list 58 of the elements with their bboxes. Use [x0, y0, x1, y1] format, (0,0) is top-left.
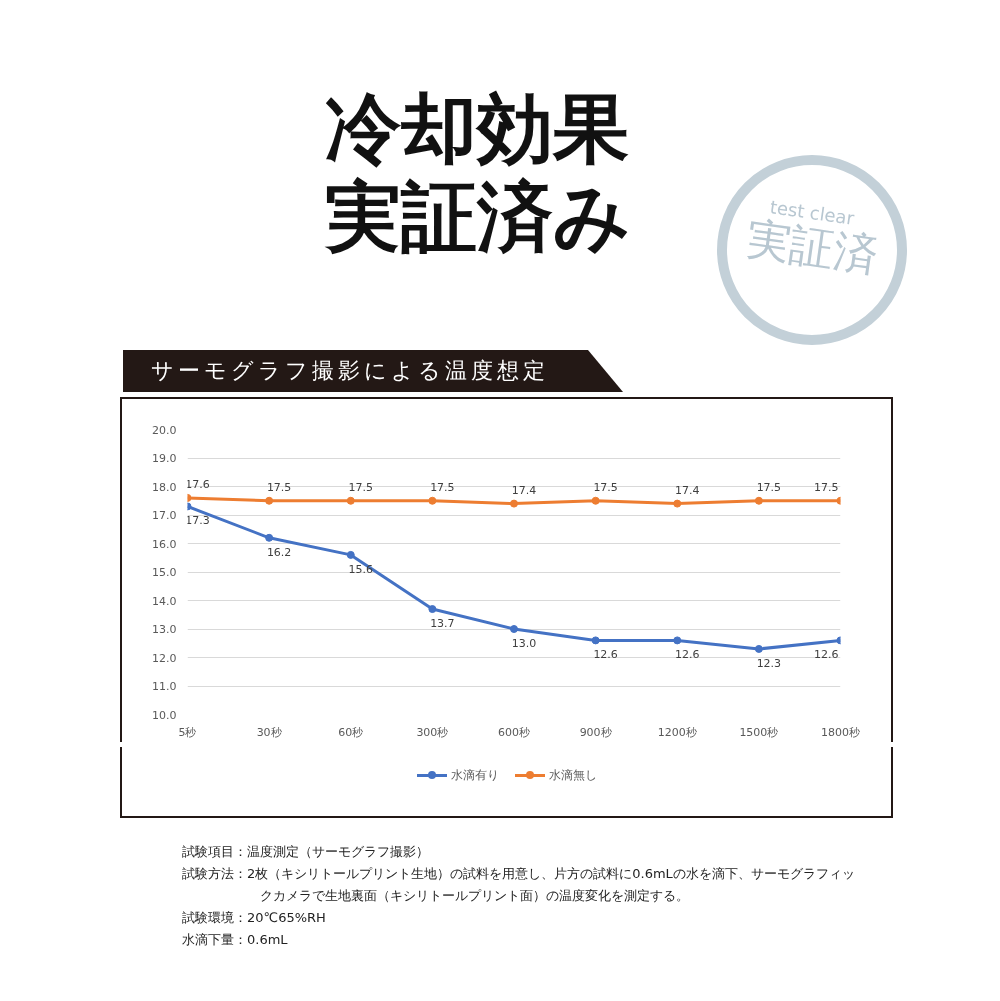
data-label: 16.2 — [266, 545, 292, 559]
point — [265, 533, 274, 542]
point — [265, 496, 274, 505]
point — [673, 499, 682, 508]
point — [346, 496, 355, 505]
y-tick-label: 20.0 — [152, 423, 177, 437]
y-tick-label: 17.0 — [152, 509, 177, 522]
data-label: 17.5 — [430, 480, 455, 494]
text: 試験項目：温度測定（サーモグラフ撮影） — [182, 843, 430, 861]
data-label: 17.5 — [266, 480, 292, 494]
x-tick-label: 300秒 — [416, 725, 449, 739]
data-label: 15.6 — [348, 562, 373, 576]
y-tick-label: 12.0 — [152, 651, 177, 665]
chart-subtitle: サーモグラフ撮影による温度想定 — [123, 350, 623, 392]
text: 試験環境：20℃65%RH — [182, 909, 327, 927]
point — [428, 605, 437, 614]
data-label: 13.0 — [511, 637, 537, 650]
x-tick-label: 1200秒 — [657, 725, 697, 739]
y-tick-label: 11.0 — [152, 680, 177, 693]
x-tick-label: 5秒 — [178, 725, 197, 739]
x-tick-label: 1800秒 — [821, 725, 860, 739]
x-tick-label: 1500秒 — [739, 725, 779, 739]
point — [510, 625, 518, 633]
text: 試験方法：2枚（キシリトールプリント生地）の試料を用意し、片方の試料に0.6mLの水を滴下、サーモグラフィックカメラで生地裏面（キシリトールプリント面）の温度変化を測定する。 — [182, 865, 856, 905]
text: 水滴下量：0.6mL — [182, 931, 289, 949]
x-tick-label: 900秒 — [579, 725, 612, 739]
chart-title: 冷却効果実証済み — [325, 84, 632, 261]
data-label: 17.4 — [675, 483, 700, 497]
point — [754, 644, 763, 653]
data-label: 12.6 — [675, 648, 700, 662]
y-tick-label: 10.0 — [152, 708, 177, 722]
point — [754, 496, 763, 505]
y-tick-label: 16.0 — [152, 537, 177, 551]
x-tick-label: 60秒 — [338, 725, 364, 739]
y-tick-label: 15.0 — [152, 566, 177, 579]
x-tick-label: 30秒 — [256, 725, 282, 739]
data-label: 12.3 — [756, 656, 782, 670]
point — [510, 499, 518, 508]
point — [673, 636, 682, 645]
point — [591, 496, 600, 505]
y-tick-label: 14.0 — [152, 594, 177, 608]
data-label: 13.7 — [430, 617, 455, 631]
data-label: 17.5 — [593, 480, 618, 494]
data-label: 17.5 — [348, 480, 373, 494]
data-label: 17.5 — [814, 480, 839, 494]
data-label: 17.5 — [756, 480, 782, 494]
data-label: 17.4 — [511, 483, 537, 497]
y-tick-label: 19.0 — [152, 452, 177, 465]
data-label: 12.6 — [593, 648, 618, 662]
legend-label: 水滴有り — [449, 767, 499, 784]
y-tick-label: 18.0 — [152, 480, 177, 494]
point — [346, 550, 355, 559]
data-label: 12.6 — [814, 648, 839, 662]
point — [428, 496, 437, 505]
point — [591, 636, 600, 645]
legend-label: 水滴無し — [547, 767, 597, 784]
x-tick-label: 600秒 — [498, 725, 530, 739]
y-tick-label: 13.0 — [152, 623, 177, 636]
